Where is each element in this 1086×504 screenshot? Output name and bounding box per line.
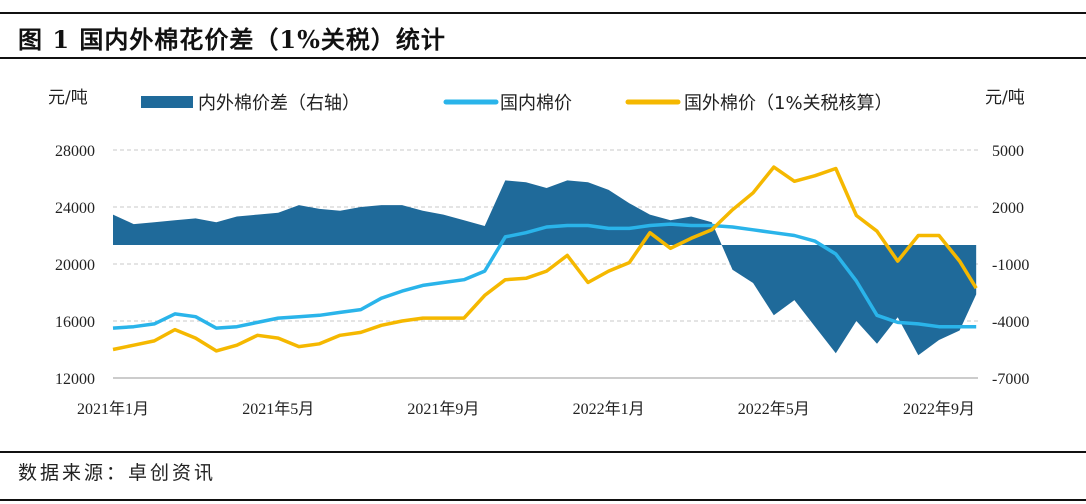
x-tick-label: 2022年9月 xyxy=(903,400,975,418)
figure-title: 图 1 国内外棉花价差（1%关税）统计 xyxy=(18,25,446,54)
chart: 12000 16000 20000 24000 28000 -7000 -4000 -1000… xyxy=(48,88,1029,418)
spread-area-layer xyxy=(113,180,977,356)
x-tick-label: 2022年5月 xyxy=(738,400,810,418)
top-rule xyxy=(0,12,1086,14)
domestic-price-line xyxy=(112,222,977,330)
left-tick-label: 24000 xyxy=(55,200,95,217)
gridlines xyxy=(113,149,978,379)
x-tick-label: 2021年9月 xyxy=(407,400,479,418)
legend-label-domestic: 国内棉价 xyxy=(500,93,572,114)
x-tick-label: 2021年5月 xyxy=(242,400,314,418)
legend: 内外棉价差（右轴） 国内棉价 国外棉价（1%关税核算） xyxy=(141,93,893,114)
right-tick-label: -1000 xyxy=(992,257,1029,274)
foreign-price-line xyxy=(112,165,978,353)
title-rule xyxy=(0,57,1086,59)
left-tick-label: 20000 xyxy=(55,257,95,274)
right-tick-label: -4000 xyxy=(992,314,1029,331)
right-tick-label: 5000 xyxy=(992,143,1024,160)
left-tick-label: 12000 xyxy=(55,371,95,388)
x-tick-label: 2022年1月 xyxy=(573,400,645,418)
x-tick-label: 2021年1月 xyxy=(77,400,149,418)
bottom-rule xyxy=(0,499,1086,501)
right-tick-label: -7000 xyxy=(992,371,1029,388)
source-rule-top xyxy=(0,451,1086,453)
left-tick-label: 28000 xyxy=(55,143,95,160)
price-lines-layer xyxy=(112,165,978,353)
left-tick-label: 16000 xyxy=(55,314,95,331)
right-tick-label: 2000 xyxy=(992,200,1024,217)
legend-swatch-spread xyxy=(141,96,193,108)
left-axis-unit: 元/吨 xyxy=(48,88,88,108)
spread-area xyxy=(113,180,977,356)
right-axis-unit: 元/吨 xyxy=(985,88,1025,108)
tick-labels: 12000 16000 20000 24000 28000 -7000 -4000 -1000… xyxy=(55,143,1029,418)
legend-label-spread: 内外棉价差（右轴） xyxy=(198,93,360,114)
data-source: 数据来源：卓创资讯 xyxy=(18,462,217,484)
legend-label-foreign: 国外棉价（1%关税核算） xyxy=(684,93,893,114)
